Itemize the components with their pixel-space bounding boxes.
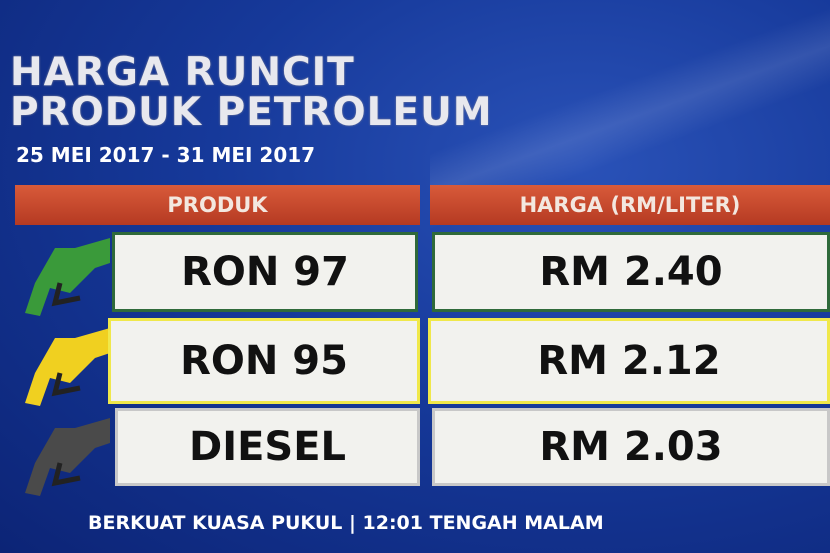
green-fuel-nozzle-icon: [25, 238, 110, 316]
price-diesel: RM 2.03: [432, 408, 830, 486]
header-price: HARGA (RM/LITER): [430, 185, 830, 225]
product-diesel: DIESEL: [115, 408, 420, 486]
product-ron95: RON 95: [108, 318, 420, 404]
price-ron95: RM 2.12: [428, 318, 830, 404]
header-product: PRODUK: [15, 185, 420, 225]
effective-time: BERKUAT KUASA PUKUL | 12:01 TENGAH MALAM: [88, 512, 604, 534]
yellow-fuel-nozzle-icon: [25, 328, 110, 406]
date-range: 25 MEI 2017 - 31 MEI 2017: [16, 143, 316, 167]
title-line-1: HARGA RUNCIT: [10, 50, 355, 95]
product-ron97: RON 97: [112, 232, 418, 312]
price-ron97: RM 2.40: [432, 232, 830, 312]
black-fuel-nozzle-icon: [25, 418, 110, 496]
title-line-2: PRODUK PETROLEUM: [10, 90, 493, 135]
